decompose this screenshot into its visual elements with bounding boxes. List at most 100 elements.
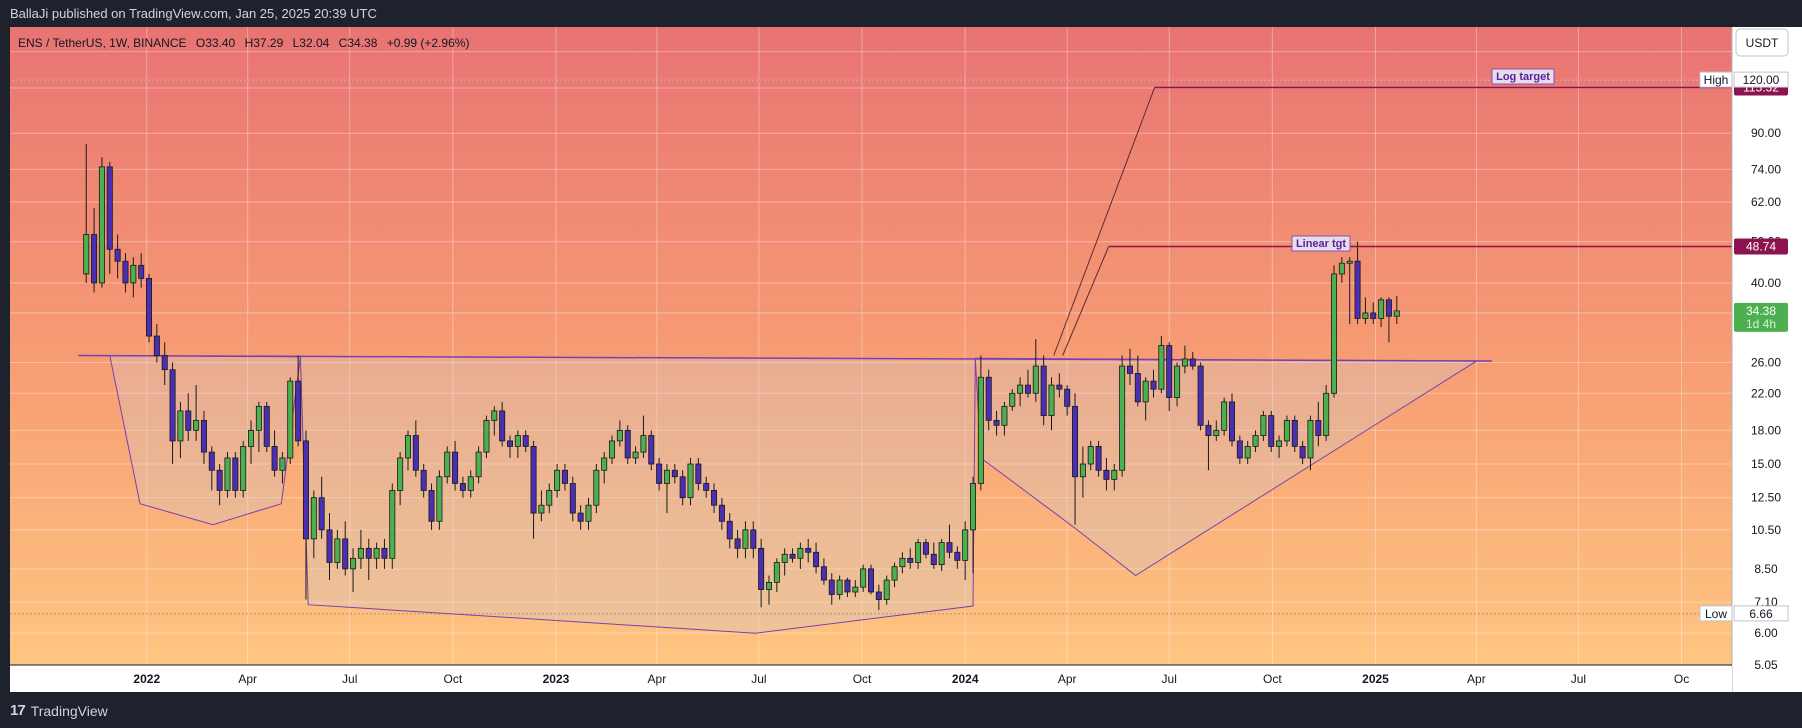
currency-button[interactable]: USDT — [1735, 28, 1789, 57]
candle-body — [1370, 312, 1377, 319]
candle-body — [609, 440, 616, 459]
candle-body — [1393, 310, 1400, 317]
candle-body — [1134, 373, 1141, 403]
price-tick-label: 62.00 — [1751, 195, 1781, 209]
candle-body — [1385, 299, 1392, 317]
last-price-countdown: 1d 4h — [1746, 317, 1776, 331]
candle-body — [648, 435, 655, 465]
time-tick-label: Jul — [1162, 672, 1177, 686]
candle-body — [758, 547, 765, 590]
candle-body — [1315, 419, 1322, 436]
candle-body — [711, 490, 718, 506]
candle-body — [593, 469, 600, 506]
candle-body — [1299, 446, 1306, 459]
candle-body — [718, 504, 725, 522]
candle-body — [1009, 392, 1016, 407]
candle-body — [1166, 345, 1173, 398]
candle-body — [1040, 365, 1047, 416]
candle-body — [781, 553, 788, 563]
candle-body — [1221, 401, 1228, 431]
price-tick-label: 22.00 — [1751, 386, 1781, 400]
candle-body — [122, 260, 129, 284]
candle-body — [185, 410, 192, 431]
candle-body — [459, 483, 466, 491]
annotations: Log target Linear tgt — [10, 68, 1732, 615]
price-tick-label: 74.00 — [1751, 162, 1781, 176]
candle-body — [83, 234, 90, 275]
time-tick-label: Oct — [443, 672, 462, 686]
candle-body — [444, 451, 451, 478]
candle-body — [868, 568, 875, 593]
candle-body — [106, 166, 113, 250]
candle-body — [813, 551, 820, 568]
price-tick-label: 18.00 — [1751, 423, 1781, 437]
candle-body — [1260, 415, 1267, 436]
candle-body — [1252, 435, 1259, 447]
candle-body — [828, 579, 835, 595]
candle-body — [546, 490, 553, 506]
candle-body — [404, 435, 411, 459]
candle-body — [1174, 365, 1181, 398]
candle-body — [200, 419, 207, 453]
candle-body — [1346, 260, 1353, 264]
candle-body — [993, 419, 1000, 426]
candle-body — [624, 429, 631, 459]
candle-body — [1142, 380, 1149, 403]
candle-body — [734, 538, 741, 549]
candle-body — [836, 579, 843, 595]
candle-body — [114, 248, 121, 262]
candle-body — [412, 435, 419, 471]
candle-body — [1181, 358, 1188, 367]
candle-body — [1213, 429, 1220, 436]
time-tick-label: 2025 — [1362, 672, 1389, 686]
price-tick-label: 6.00 — [1754, 626, 1778, 640]
candle-body — [365, 547, 372, 559]
candle-body — [797, 547, 804, 559]
candle-body — [310, 497, 317, 540]
linear-target-price-box — [1734, 238, 1788, 255]
price-tick-label: 90.00 — [1751, 126, 1781, 140]
low-tag-box — [1699, 605, 1733, 622]
low-value-box — [1733, 605, 1789, 622]
candle-body — [1276, 440, 1283, 447]
price-tick-label: 12.50 — [1751, 491, 1781, 505]
candle-body — [883, 579, 890, 600]
candle-body — [687, 463, 694, 499]
svg-text:USDT: USDT — [1746, 36, 1779, 50]
candle-body — [169, 369, 176, 442]
candle-body — [499, 410, 506, 442]
candle-body — [577, 512, 584, 522]
candle-body — [271, 446, 278, 471]
candle-body — [946, 542, 953, 553]
time-tick-label: Apr — [238, 672, 257, 686]
time-tick-label: 2024 — [952, 672, 979, 686]
price-tick-label: 8.50 — [1754, 562, 1778, 576]
candle-body — [1079, 463, 1086, 478]
candle-body — [1378, 299, 1385, 319]
candle-body — [601, 457, 608, 471]
candle-body — [263, 405, 270, 447]
candle-body — [514, 435, 521, 447]
time-tick-label: Jul — [1571, 672, 1586, 686]
candle-body — [326, 529, 333, 563]
candle-body — [907, 557, 914, 563]
candle-body — [279, 457, 286, 471]
candle-body — [1197, 365, 1204, 426]
high-value-box — [1733, 71, 1789, 88]
publisher-line: BallaJi published on TradingView.com, Ja… — [10, 6, 377, 21]
candle-body — [357, 547, 364, 559]
candle-body — [679, 476, 686, 499]
candles — [83, 143, 1400, 611]
candle-body — [1119, 365, 1126, 471]
candle-body — [1103, 469, 1110, 480]
candle-body — [334, 538, 341, 563]
candle-body — [467, 476, 474, 491]
candle-body — [1017, 384, 1024, 394]
tradingview-brand[interactable]: 17 TradingView — [10, 702, 108, 719]
candle-body — [844, 579, 851, 593]
brand-name: TradingView — [30, 702, 108, 719]
candle-body — [632, 451, 639, 459]
candle-body — [922, 542, 929, 555]
